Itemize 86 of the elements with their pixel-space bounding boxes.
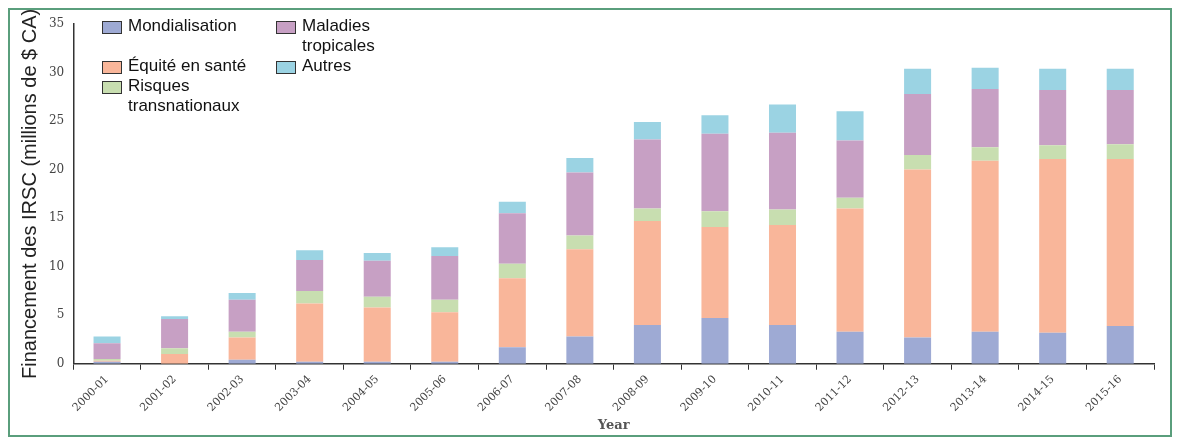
bar — [971, 331, 999, 364]
bar — [93, 343, 121, 359]
x-axis-title: Year — [596, 416, 630, 432]
bar — [1106, 90, 1134, 145]
y-tick-label: 10 — [48, 258, 65, 273]
bar — [633, 324, 661, 364]
bar — [161, 319, 189, 349]
bar — [431, 312, 459, 362]
bar — [633, 221, 661, 325]
bar — [701, 211, 729, 227]
bar — [701, 133, 729, 212]
bar — [363, 253, 391, 261]
bar — [971, 89, 999, 148]
bar — [768, 224, 797, 325]
bar — [701, 318, 729, 364]
bar — [1039, 90, 1067, 146]
bar — [228, 331, 256, 338]
bar — [701, 115, 729, 134]
bar — [1106, 158, 1134, 326]
bar — [296, 259, 324, 291]
bar — [971, 160, 999, 332]
bar — [836, 111, 864, 141]
y-tick-label: 35 — [48, 16, 65, 31]
bar — [836, 197, 864, 209]
bar — [228, 292, 256, 300]
bar — [1106, 144, 1134, 159]
bar — [768, 209, 797, 225]
bar — [633, 122, 661, 140]
legend-label: Risques transnationaux — [128, 76, 241, 116]
bar — [971, 67, 999, 90]
bar — [296, 250, 324, 260]
bar — [161, 354, 189, 364]
bar — [363, 260, 391, 297]
bar — [1039, 145, 1067, 159]
y-tick-label: 30 — [48, 64, 65, 79]
bar — [431, 299, 459, 313]
bar — [971, 147, 999, 161]
bar — [566, 336, 594, 364]
legend-label: Équité en santé — [128, 56, 247, 76]
bar — [161, 316, 189, 320]
bar — [498, 213, 526, 264]
bar — [566, 172, 594, 236]
bar — [566, 157, 594, 173]
legend-label: Mondialisation — [128, 16, 237, 36]
y-tick-label: 15 — [48, 210, 65, 225]
y-tick-label: 0 — [56, 355, 65, 370]
bar — [228, 337, 256, 360]
bar — [1039, 158, 1067, 333]
bar — [633, 139, 661, 209]
bar — [363, 296, 391, 308]
bar — [701, 226, 729, 319]
bar — [1039, 332, 1067, 364]
bar — [363, 307, 391, 362]
bar — [431, 256, 459, 300]
bar — [633, 208, 661, 222]
bar — [1106, 68, 1134, 91]
bar — [296, 290, 324, 304]
bar — [498, 278, 526, 348]
bar — [228, 299, 256, 332]
bar — [768, 104, 797, 133]
y-tick-label: 5 — [56, 307, 65, 322]
bar — [836, 140, 864, 198]
bar — [836, 331, 864, 364]
bar — [768, 132, 797, 210]
bar — [498, 201, 526, 214]
y-tick-label: 20 — [48, 161, 65, 176]
bar — [566, 249, 594, 337]
bar — [904, 337, 932, 364]
bar — [768, 324, 797, 364]
y-axis-title: Financement des IRSC (millions de $ CA) — [17, 8, 40, 379]
bar — [904, 93, 932, 156]
bar — [498, 347, 526, 364]
bar — [161, 348, 189, 355]
y-tick-label: 25 — [48, 113, 65, 128]
legend-label: Maladies tropicales — [302, 16, 376, 56]
bar — [904, 68, 932, 94]
bar — [566, 235, 594, 250]
legend-label: Autres — [302, 56, 352, 76]
bar — [904, 169, 932, 338]
bar — [904, 155, 932, 170]
bar — [1039, 68, 1067, 91]
bar — [431, 247, 459, 256]
bar — [498, 263, 526, 279]
bar — [836, 208, 864, 332]
bar — [296, 303, 324, 362]
bar — [1106, 325, 1134, 364]
